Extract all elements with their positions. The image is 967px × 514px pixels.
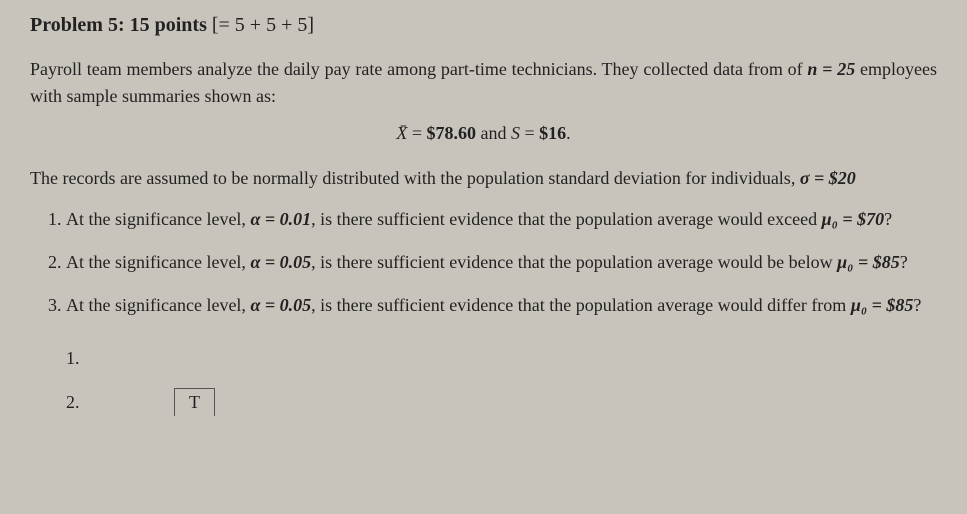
eq1: = — [407, 123, 426, 143]
q2-alpha: α = 0.05 — [250, 252, 311, 272]
xbar-symbol: X̄ — [396, 123, 407, 143]
q2-text-c: ? — [900, 252, 908, 272]
and-text: and — [476, 123, 511, 143]
intro-pre: Payroll team members analyze the daily p… — [30, 59, 807, 79]
s-value: $16 — [539, 123, 566, 143]
q3-text-b: , is there sufficient evidence that the … — [311, 295, 851, 315]
summary-dot: . — [566, 123, 571, 143]
q2-mu: μ₀ = $85 — [837, 252, 900, 272]
q2-text-b: , is there sufficient evidence that the … — [311, 252, 837, 272]
question-3: At the significance level, α = 0.05, is … — [66, 292, 937, 319]
title-prefix: Problem 5: 15 points — [30, 14, 207, 36]
para2-pre: The records are assumed to be normally d… — [30, 168, 800, 188]
answer-label-2: 2. — [66, 392, 80, 412]
s-symbol: S — [511, 123, 520, 143]
answer-row-2: 2. T — [66, 388, 937, 416]
answer-label-1: 1. — [66, 348, 80, 368]
t-box: T — [174, 388, 215, 416]
question-1: At the significance level, α = 0.01, is … — [66, 206, 937, 233]
intro-n: n = 25 — [807, 59, 855, 79]
assumption-paragraph: The records are assumed to be normally d… — [30, 165, 937, 192]
q1-text-b: , is there sufficient evidence that the … — [311, 209, 821, 229]
intro-paragraph: Payroll team members analyze the daily p… — [30, 56, 937, 110]
problem-page: Problem 5: 15 points [= 5 + 5 + 5] Payro… — [0, 0, 967, 416]
summary-line: X̄ = $78.60 and S = $16. — [30, 120, 937, 147]
xbar-value: $78.60 — [427, 123, 477, 143]
q1-text-a: At the significance level, — [66, 209, 250, 229]
question-list: At the significance level, α = 0.01, is … — [66, 206, 937, 319]
q1-text-c: ? — [884, 209, 892, 229]
answer-row-1: 1. — [66, 345, 937, 372]
sigma-value: σ = $20 — [800, 168, 856, 188]
q1-alpha: α = 0.01 — [250, 209, 311, 229]
title-bracket: [= 5 + 5 + 5] — [212, 14, 314, 36]
q1-mu: μ₀ = $70 — [822, 209, 885, 229]
answer-area: 1. 2. T — [66, 345, 937, 416]
problem-title: Problem 5: 15 points [= 5 + 5 + 5] — [30, 10, 937, 40]
q3-text-a: At the significance level, — [66, 295, 250, 315]
q2-text-a: At the significance level, — [66, 252, 250, 272]
eq2: = — [520, 123, 539, 143]
question-2: At the significance level, α = 0.05, is … — [66, 249, 937, 276]
q3-mu: μ₀ = $85 — [851, 295, 914, 315]
q3-alpha: α = 0.05 — [250, 295, 311, 315]
q3-text-c: ? — [913, 295, 921, 315]
